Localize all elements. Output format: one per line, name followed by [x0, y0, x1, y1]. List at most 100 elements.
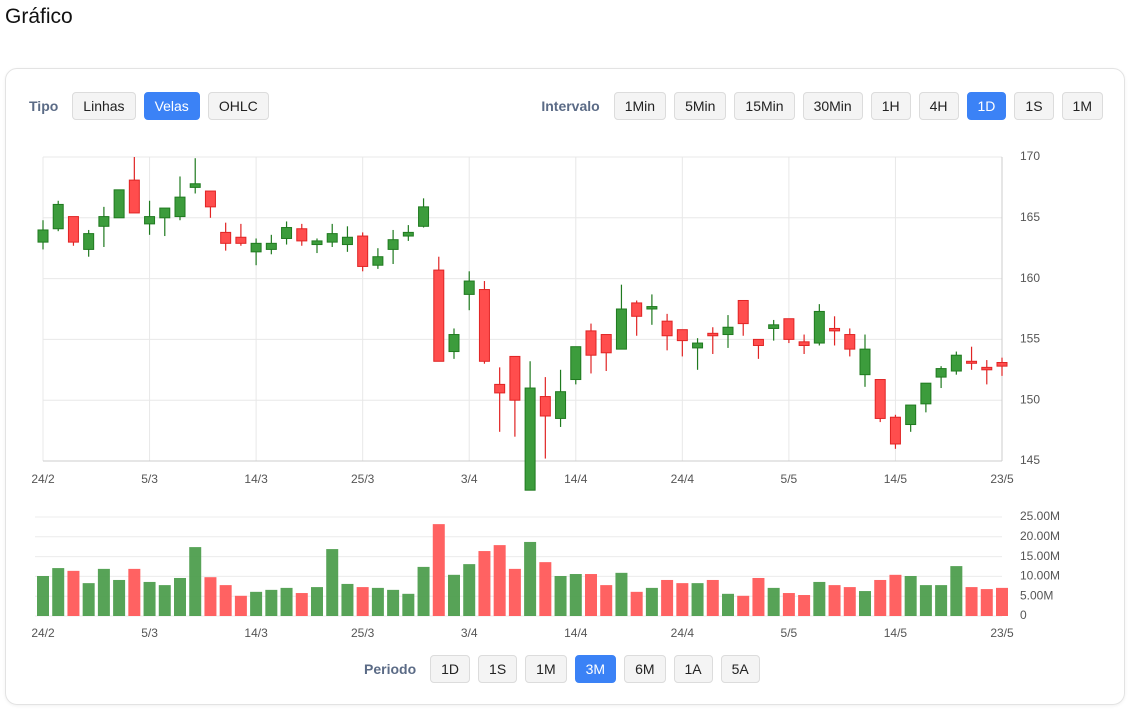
- volume-bar: [67, 570, 80, 616]
- volume-bar: [295, 593, 308, 616]
- candle-body: [935, 368, 947, 378]
- candle-body: [829, 327, 841, 332]
- volume-bar: [859, 591, 871, 616]
- volume-bar: [585, 574, 597, 616]
- candle-body: [220, 231, 232, 244]
- volume-bar: [448, 574, 460, 616]
- interval-button[interactable]: 1D: [966, 92, 1007, 120]
- interval-button[interactable]: 4H: [918, 92, 959, 120]
- volume-bar: [463, 564, 476, 616]
- candle-body: [281, 227, 293, 239]
- candle-body: [159, 207, 171, 219]
- candle-body: [67, 216, 79, 243]
- candle-body: [98, 216, 110, 227]
- volume-bar: [371, 587, 384, 616]
- interval-button[interactable]: 5Min: [674, 92, 727, 120]
- chart-type-button[interactable]: Velas: [143, 92, 200, 120]
- y-tick-label: 160: [1020, 271, 1040, 285]
- chart-type-button[interactable]: Linhas: [72, 92, 136, 120]
- candle-body: [570, 346, 582, 381]
- period-button[interactable]: 1S: [478, 655, 518, 683]
- volume-bar: [904, 576, 917, 616]
- candle-body: [631, 302, 643, 317]
- volume-bar: [645, 587, 658, 616]
- x-tick-label: 3/4: [461, 626, 478, 640]
- candle-body: [889, 416, 901, 445]
- volume-bar: [630, 591, 643, 616]
- x-tick-label: 24/4: [671, 472, 695, 486]
- candle-body: [737, 299, 749, 325]
- y-tick-label: 170: [1020, 149, 1040, 163]
- volume-bar: [996, 587, 1008, 616]
- candle-body: [311, 240, 323, 246]
- volume-bar: [478, 551, 491, 616]
- period-button[interactable]: 1M: [525, 655, 567, 683]
- period-button[interactable]: 6M: [624, 655, 666, 683]
- candle-body: [509, 355, 521, 401]
- period-label: Periodo: [364, 661, 417, 677]
- period-button[interactable]: 3M: [574, 655, 617, 683]
- period-button[interactable]: 1A: [673, 655, 713, 683]
- type-label: Tipo: [29, 98, 59, 114]
- volume-bar: [387, 589, 400, 616]
- x-tick-label: 23/5: [990, 472, 1014, 486]
- volume-bar: [265, 589, 278, 616]
- volume-bar: [767, 587, 780, 616]
- volume-bar: [722, 593, 734, 616]
- volume-bar: [158, 585, 171, 616]
- candle-body: [372, 256, 384, 266]
- candle-body: [204, 190, 216, 208]
- volume-bar: [326, 549, 339, 616]
- y-tick-label: 20.00M: [1020, 529, 1060, 543]
- period-button[interactable]: 5A: [720, 655, 760, 683]
- candle-body: [250, 242, 262, 253]
- x-tick-label: 3/4: [461, 472, 478, 486]
- volume-bar: [691, 583, 704, 616]
- volume-bar: [980, 589, 993, 616]
- period-button[interactable]: 1D: [430, 655, 471, 683]
- candle-body: [920, 382, 932, 405]
- volume-bar: [234, 595, 247, 616]
- x-tick-label: 24/2: [31, 472, 55, 486]
- candle-body: [646, 306, 658, 310]
- x-tick-label: 5/5: [781, 472, 798, 486]
- interval-button[interactable]: 1Min: [613, 92, 667, 120]
- volume-bar: [52, 568, 65, 616]
- candle-body: [813, 310, 825, 344]
- x-tick-label: 5/5: [781, 626, 798, 640]
- candle-body: [539, 396, 551, 417]
- x-tick-label: 25/3: [351, 626, 375, 640]
- candle-body: [478, 289, 490, 362]
- candle-body: [905, 404, 917, 426]
- candle-body: [326, 233, 338, 243]
- interval-button[interactable]: 1H: [870, 92, 911, 120]
- chart-type-button[interactable]: OHLC: [207, 92, 269, 120]
- volume-bar: [828, 585, 841, 616]
- y-tick-label: 10.00M: [1020, 569, 1060, 583]
- volume-bar: [37, 576, 49, 616]
- interval-button[interactable]: 1S: [1014, 92, 1054, 120]
- interval-button[interactable]: 30Min: [802, 92, 863, 120]
- interval-button[interactable]: 15Min: [734, 92, 795, 120]
- volume-bar: [341, 583, 354, 616]
- candle-body: [418, 206, 430, 227]
- candle-body: [52, 203, 64, 230]
- candle-body: [113, 189, 125, 219]
- candle-body: [661, 320, 673, 337]
- candle-body: [874, 379, 886, 419]
- volume-bar: [874, 579, 887, 616]
- candle-body: [615, 308, 627, 350]
- interval-button[interactable]: 1M: [1061, 92, 1103, 120]
- volume-bar: [569, 574, 582, 616]
- volume-bar: [219, 585, 232, 616]
- volume-bar: [432, 524, 445, 616]
- y-tick-label: 25.00M: [1020, 509, 1060, 523]
- period-toolbar: Periodo 1D 1S 1M 3M 6M 1A 5A: [364, 655, 760, 683]
- volume-bar: [782, 593, 795, 616]
- volume-bar: [965, 587, 978, 616]
- candle-body: [981, 366, 993, 371]
- volume-bar: [311, 587, 323, 616]
- y-tick-label: 5.00M: [1020, 588, 1053, 602]
- volume-bar: [798, 595, 811, 616]
- candle-body: [768, 324, 780, 329]
